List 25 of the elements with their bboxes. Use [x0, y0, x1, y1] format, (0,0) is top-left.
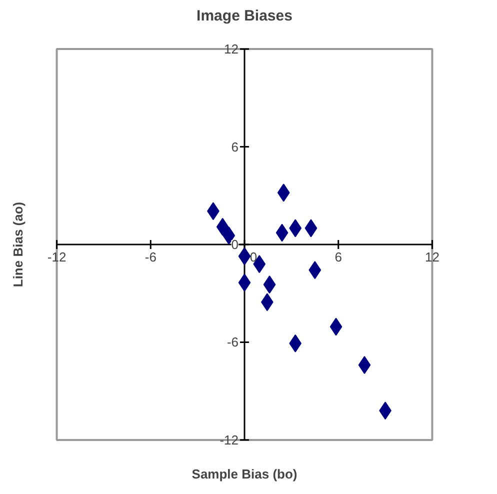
y-tick-label: -6 [226, 334, 239, 350]
x-tick-label: 6 [334, 250, 342, 264]
x-tick-label: 12 [424, 250, 440, 264]
point [276, 224, 288, 242]
chart-title: Image Biases [196, 8, 292, 24]
point [308, 261, 322, 280]
point [216, 218, 229, 236]
point [263, 276, 276, 294]
y-tick-label: 12 [224, 42, 239, 57]
point [277, 184, 290, 202]
x-tick-label: 0 [250, 250, 258, 264]
point [238, 247, 251, 266]
point [330, 318, 342, 336]
y-tick-label: 0 [231, 237, 239, 252]
point [289, 334, 302, 352]
point [358, 356, 371, 374]
y-tick-label: 6 [231, 139, 239, 154]
point [238, 274, 251, 292]
y-tick-label: -12 [220, 432, 239, 448]
x-axis-title: Sample Bias (bo) [192, 466, 298, 482]
y-axis-title: Line Bias (ao) [10, 202, 26, 288]
point [289, 219, 302, 238]
x-tick-label: -6 [144, 250, 156, 264]
point [304, 219, 318, 238]
x-tick-label: -12 [47, 250, 66, 264]
